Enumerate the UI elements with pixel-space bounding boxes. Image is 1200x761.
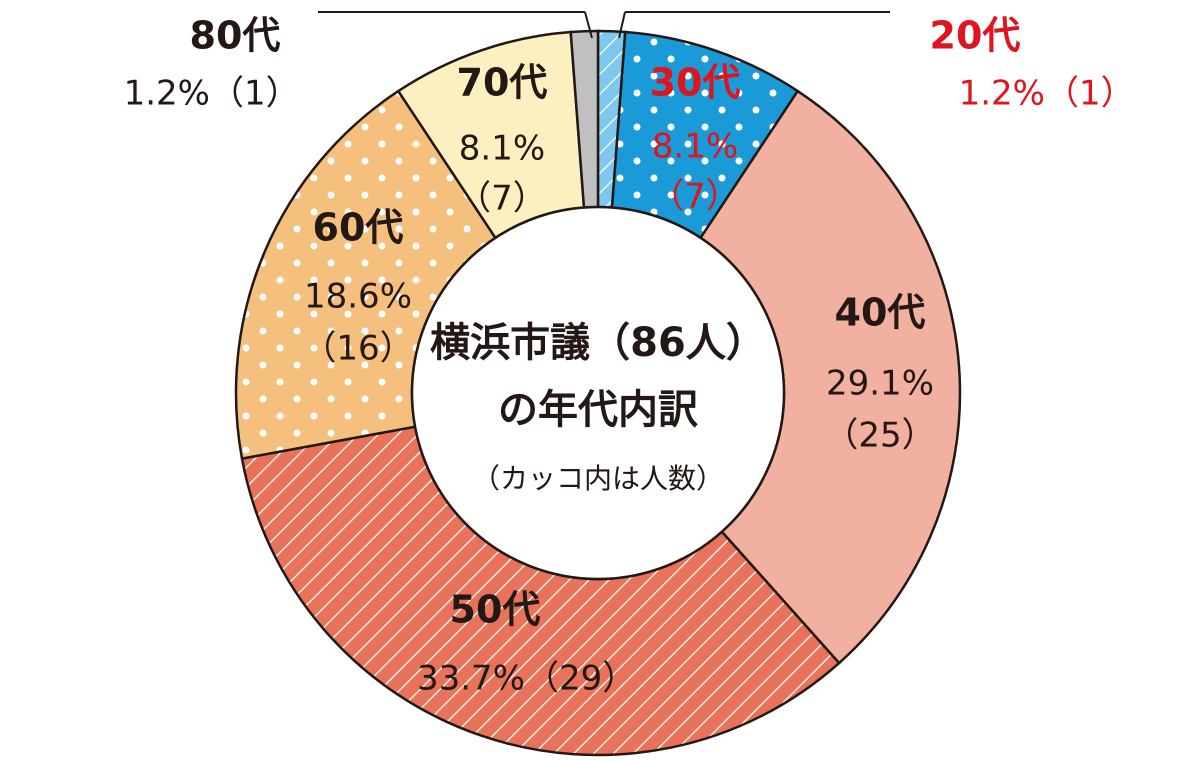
- chart-title: 横浜市議（86人）: [430, 320, 766, 366]
- count-label: （1）: [210, 74, 300, 114]
- value-label: 29.1%: [826, 364, 934, 404]
- category-label: 40代: [835, 291, 926, 335]
- chart-subtitle: （カッコ内は人数）: [472, 462, 724, 495]
- count-label: （7）: [650, 177, 740, 217]
- category-label: 60代: [313, 206, 404, 250]
- count-label: （7）: [457, 179, 547, 219]
- category-label: 70代: [457, 61, 548, 105]
- value-label: 8.1%: [459, 129, 545, 169]
- count-label: （16）: [302, 329, 413, 369]
- value-label: 33.7%: [417, 659, 525, 699]
- donut-hole: [410, 205, 786, 581]
- count-label: （29）: [525, 659, 636, 699]
- leader-line: [584, 11, 593, 39]
- category-label: 20代: [930, 14, 1021, 58]
- category-label: 30代: [650, 61, 741, 105]
- category-label: 80代: [190, 14, 281, 58]
- count-label: （25）: [824, 416, 935, 456]
- value-label: 18.6%: [304, 277, 412, 317]
- value-label: 8.1%: [652, 127, 738, 167]
- value-label: 1.2%: [959, 74, 1045, 114]
- count-label: （1）: [1045, 74, 1135, 114]
- category-label: 50代: [450, 588, 541, 632]
- value-label: 1.2%: [124, 74, 210, 114]
- chart-title: の年代内訳: [498, 387, 698, 433]
- leader-line: [618, 11, 626, 39]
